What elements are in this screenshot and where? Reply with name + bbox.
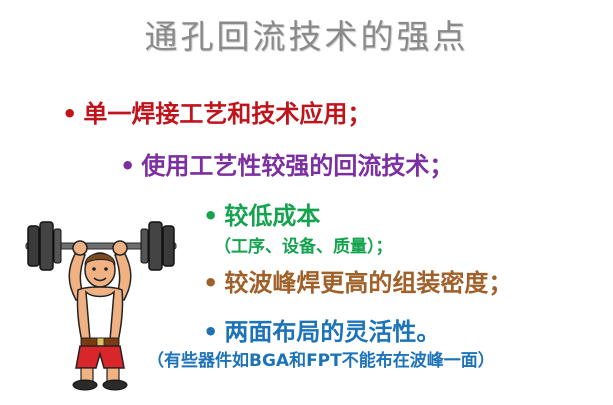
- bullet-higher-density: • 较波峰焊更高的组装密度；: [203, 263, 512, 298]
- bullet-text: 较低成本: [224, 202, 321, 230]
- bullet-marker: •: [203, 269, 219, 297]
- bullet-single-process: • 单一焊接工艺和技术应用；: [62, 94, 371, 129]
- bullet-marker: •: [120, 152, 136, 180]
- bullet-text: 单一焊接工艺和技术应用；: [83, 100, 372, 128]
- bullet-marker: •: [203, 202, 219, 230]
- bullet-two-sided-note: （有些器件如BGA和FPT不能布在波峰一面）: [147, 351, 495, 371]
- bullet-two-sided-layout: • 两面布局的灵活性。: [203, 312, 440, 347]
- weightlifter-icon: [25, 221, 177, 391]
- bullet-reflow-technique: • 使用工艺性较强的回流技术；: [120, 146, 453, 181]
- bullet-marker: •: [203, 318, 219, 346]
- bullet-lower-cost: • 较低成本: [203, 196, 320, 231]
- bullet-marker: •: [62, 100, 78, 128]
- bullet-text: 较波峰焊更高的组装密度；: [224, 269, 513, 297]
- bullet-text: 两面布局的灵活性。: [224, 318, 441, 346]
- bullet-lower-cost-note: （工序、设备、质量）；: [214, 237, 393, 257]
- slide-title: 通孔回流技术的强点: [144, 17, 469, 56]
- bullet-text: 使用工艺性较强的回流技术；: [141, 152, 454, 180]
